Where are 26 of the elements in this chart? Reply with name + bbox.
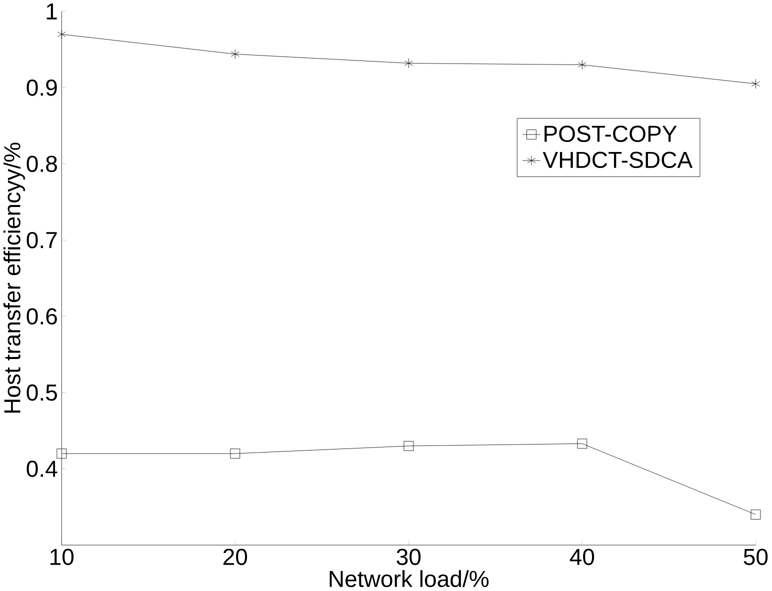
y-tick-label: 0.9 [26, 80, 57, 96]
point [404, 58, 413, 68]
point [750, 510, 761, 520]
x-tick-label: 20 [223, 548, 248, 566]
y-tick-label: 0.8 [26, 156, 57, 172]
y-tick-label: 1 [46, 4, 57, 20]
legend-label: VHDCT-SDCA [542, 152, 693, 168]
x-tick-label: 10 [50, 548, 74, 566]
x-tick-label: 50 [744, 548, 768, 566]
x-tick-label: 30 [396, 548, 421, 566]
legend-label: POST-COPY [544, 126, 677, 142]
y-tick-label: 0.5 [26, 384, 57, 401]
point [230, 448, 240, 459]
point [578, 60, 586, 70]
point [230, 49, 240, 60]
x-axis-title: Network load/% [330, 570, 489, 588]
y-tick-label: 0.6 [26, 308, 57, 325]
point [56, 448, 67, 459]
y-axis-title: Host transfer efficiencyy/% [3, 142, 25, 413]
point [751, 79, 760, 89]
y-tick-label: 0.7 [26, 232, 57, 248]
point [57, 30, 66, 40]
y-tick-label: 0.4 [26, 460, 58, 478]
x-tick-label: 40 [570, 548, 594, 566]
point [404, 441, 414, 452]
point [577, 438, 588, 449]
